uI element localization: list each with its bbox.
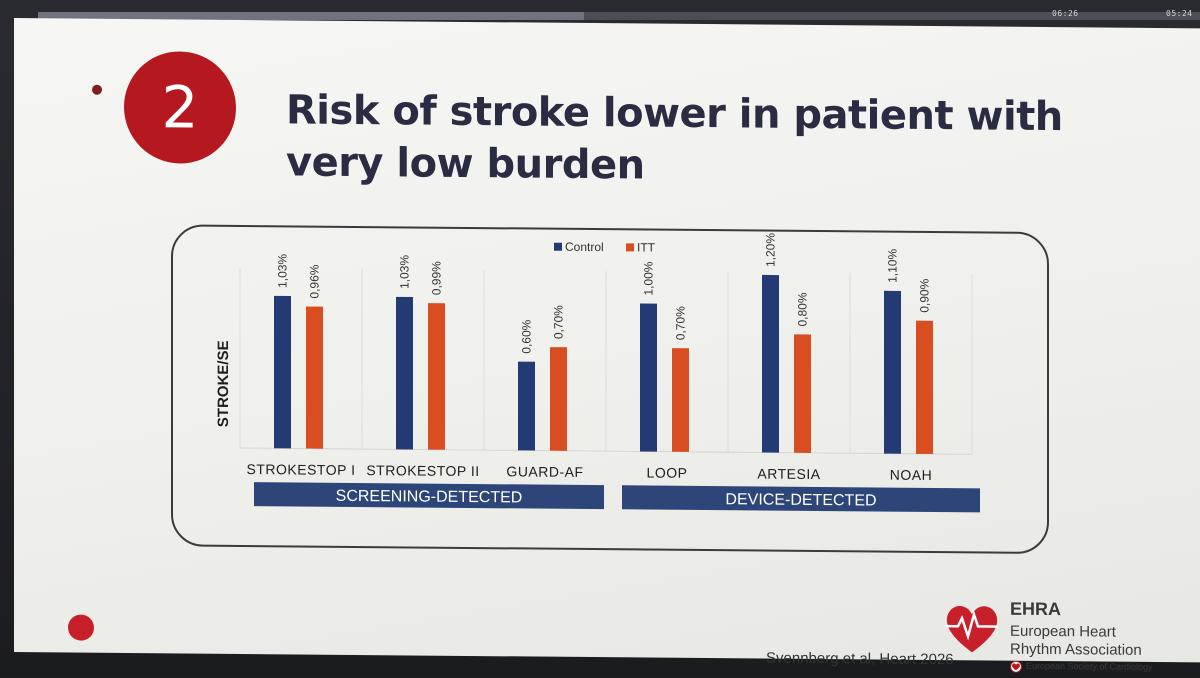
timer-right: 05:24 [1166, 9, 1193, 18]
data-label: 0,90% [918, 278, 932, 312]
group-band [254, 482, 604, 510]
data-label: 0,60% [520, 319, 534, 353]
category-label: STROKESTOP II [366, 462, 479, 479]
bar-itt [672, 348, 689, 452]
bar-itt [550, 347, 567, 451]
group-label: SCREENING-DETECTED [336, 488, 523, 507]
bar-itt [428, 303, 445, 450]
data-label: 0,99% [430, 261, 444, 295]
data-label: 1,10% [886, 248, 900, 282]
data-label: 0,80% [796, 292, 810, 326]
data-label: 1,00% [642, 261, 656, 295]
bar-control [274, 295, 291, 449]
timer-left: 06:26 [1052, 9, 1079, 18]
slide: 2 Risk of stroke lower in patient with v… [14, 18, 1200, 673]
data-label: 0,70% [674, 306, 688, 340]
legend-label-itt: ITT [637, 240, 656, 254]
esc-heart-icon [1010, 660, 1022, 673]
category-label: NOAH [890, 467, 932, 483]
logo-line-2: Rhythm Association [1010, 640, 1142, 659]
category-label: GUARD-AF [506, 463, 583, 480]
data-label: 1,20% [764, 233, 778, 267]
presentation-progress-fill [38, 12, 585, 20]
data-label: 1,03% [276, 253, 290, 287]
ehra-logo: EHRA European Heart Rhythm Association E… [940, 596, 1170, 678]
logo-society: European Society of Cardiology [1026, 660, 1153, 672]
decorative-red-dot [68, 614, 94, 641]
logo-title: EHRA [1010, 598, 1062, 620]
group-band [622, 485, 980, 513]
bar-itt [916, 320, 933, 455]
category-label: STROKESTOP I [247, 461, 356, 478]
bar-itt [794, 334, 811, 453]
bar-control [396, 296, 413, 450]
y-axis-label: STROKE/SE [215, 340, 232, 427]
bar-itt [306, 306, 323, 449]
bar-control [884, 290, 901, 454]
bar-control [518, 361, 535, 451]
legend-swatch-itt [626, 243, 634, 252]
legend-label-control: Control [565, 240, 604, 254]
bar-control [640, 303, 657, 452]
legend-swatch-control [554, 242, 562, 251]
group-label: DEVICE-DETECTED [725, 491, 876, 509]
data-label: 1,03% [398, 255, 412, 289]
data-label: 0,70% [552, 305, 566, 339]
data-label: 0,96% [308, 264, 322, 298]
logo-line-1: European Heart [1010, 622, 1116, 641]
bar-control [762, 274, 779, 453]
x-axis-line [240, 447, 972, 455]
heart-logo-icon [946, 605, 998, 653]
category-label: LOOP [647, 465, 688, 481]
presentation-progress-bar [38, 12, 1200, 20]
bar-chart: STROKE/SE Control ITT 1,03% 0,96% STROKESTOP … [215, 233, 980, 513]
citation: Svennberg et al, Heart 2026 [766, 649, 954, 669]
category-label: ARTESIA [757, 465, 820, 482]
